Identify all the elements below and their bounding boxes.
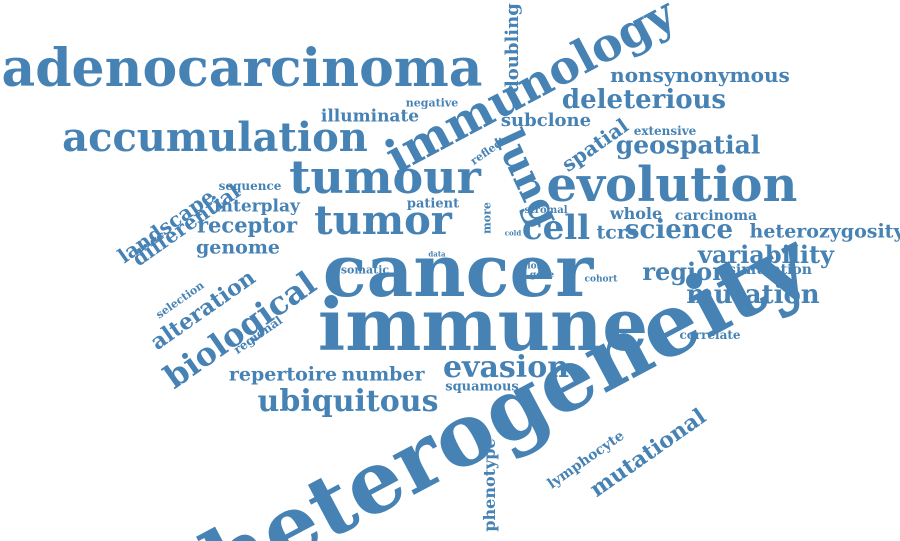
word-cold: cold (504, 228, 522, 238)
word-simulation: simulation (728, 262, 812, 278)
word-nonsynonymous: nonsynonymous (610, 63, 790, 87)
word-somatic: somatic (340, 263, 390, 277)
word-genome: genome (195, 236, 281, 259)
word-stromal: stromal (524, 205, 568, 216)
word-region: region (642, 257, 730, 286)
word-cell: cell (521, 208, 591, 248)
word-tcrs: tcrs (596, 221, 638, 244)
word-phenotype: phenotype (480, 438, 499, 532)
word-ubiquitous: ubiquitous (257, 384, 439, 419)
word-subclone: subclone (500, 110, 592, 131)
word-patient: patient (406, 196, 460, 212)
word-science: science (624, 215, 734, 245)
word-evolution: evolution (546, 157, 798, 213)
word-doubling: doubling (502, 3, 523, 93)
word-tumour: tumour (289, 150, 481, 204)
word-sequence: sequence (218, 179, 282, 193)
word-repertoire: repertoire (228, 363, 338, 386)
word-squamous: squamous (445, 379, 519, 395)
word-tumor: tumor (314, 197, 452, 244)
word-heterozygosity: heterozygosity (749, 220, 900, 243)
word-immune: immune (317, 282, 649, 367)
word-variability: variability (698, 240, 834, 269)
word-negative: negative (405, 96, 459, 110)
word-adenocarcinoma: adenocarcinoma (1, 38, 483, 99)
word-number: number (341, 363, 425, 386)
word-gene: gene (529, 270, 555, 281)
word-cohort: cohort (584, 274, 618, 285)
word-deleterious: deleterious (561, 85, 727, 115)
word-cancer: cancer (322, 228, 594, 313)
word-mutation: mutation (686, 280, 820, 310)
word-evasion: evasion (442, 350, 570, 385)
word-extensive: extensive (633, 124, 697, 138)
word-accumulation: accumulation (62, 114, 368, 161)
word-whole: whole (609, 204, 663, 223)
word-loss: loss (527, 261, 547, 272)
word-illuminate: illuminate (320, 106, 420, 127)
word-carcinoma: carcinoma (674, 208, 758, 224)
word-receptor: receptor (196, 212, 298, 238)
word-data: data (428, 249, 446, 259)
word-correlate: correlate (679, 328, 741, 342)
word-interplay: interplay (214, 196, 300, 217)
word-geospatial: geospatial (615, 130, 761, 160)
